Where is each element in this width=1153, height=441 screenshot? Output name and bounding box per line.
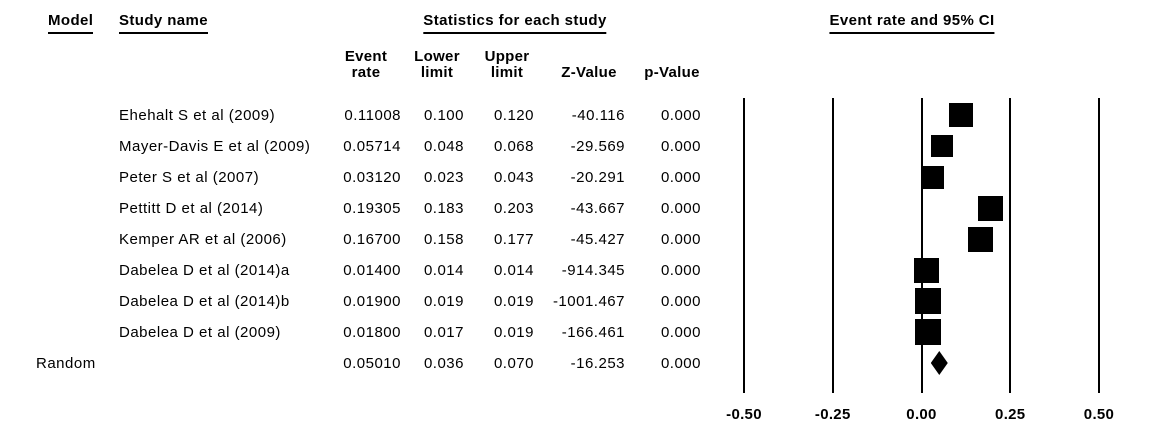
study-marker-square <box>968 226 994 252</box>
event-rate-value: 0.01400 <box>343 261 401 279</box>
axis-gridline <box>831 98 834 393</box>
model-label: Random <box>36 354 96 372</box>
lower-limit-value: 0.158 <box>423 230 464 248</box>
lower-limit-column-header: Lower limit <box>414 48 460 81</box>
lower-limit-value: 0.036 <box>423 354 464 372</box>
z-value-column-header: Z-Value <box>561 64 617 81</box>
event-rate-column-header: Event rate <box>344 48 388 81</box>
statistics-section-header: Statistics for each study <box>423 12 607 34</box>
p-value: 0.000 <box>660 168 701 186</box>
summary-row: Random 0.05010 0.036 0.070 -16.253 0.000 <box>0 348 710 379</box>
study-marker-square <box>915 288 942 314</box>
upper-limit-value: 0.014 <box>493 261 534 279</box>
z-value: -29.569 <box>570 137 625 155</box>
table-row: Peter S et al (2007) 0.03120 0.023 0.043… <box>0 162 710 193</box>
table-row: Dabelea D et al (2014)a 0.01400 0.014 0.… <box>0 255 710 286</box>
upper-limit-value: 0.070 <box>493 354 534 372</box>
z-value: -166.461 <box>561 323 625 341</box>
axis-tick-label: -0.25 <box>814 406 851 423</box>
study-marker-square <box>948 103 973 127</box>
p-value: 0.000 <box>660 106 701 124</box>
axis-gridline <box>1098 98 1100 393</box>
axis-tick-label: 0.50 <box>1083 406 1115 423</box>
p-value: 0.000 <box>660 323 701 341</box>
z-value: -16.253 <box>570 354 625 372</box>
upper-limit-value: 0.019 <box>493 292 534 310</box>
z-value: -45.427 <box>570 230 625 248</box>
axis-gridline <box>1009 98 1012 393</box>
event-rate-value: 0.16700 <box>343 230 401 248</box>
p-value: 0.000 <box>660 230 701 248</box>
study-marker-square <box>921 165 945 189</box>
upper-limit-value: 0.043 <box>493 168 534 186</box>
axis-gridline <box>743 98 745 393</box>
table-row: Kemper AR et al (2006) 0.16700 0.158 0.1… <box>0 224 710 255</box>
table-row: Mayer-Davis E et al (2009) 0.05714 0.048… <box>0 131 710 162</box>
z-value: -914.345 <box>561 261 625 279</box>
table-row: Pettitt D et al (2014) 0.19305 0.183 0.2… <box>0 193 710 224</box>
upper-limit-value: 0.203 <box>493 199 534 217</box>
upper-limit-value: 0.120 <box>493 106 534 124</box>
model-column-header: Model <box>48 12 94 34</box>
event-rate-value: 0.05714 <box>343 137 401 155</box>
study-name: Mayer-Davis E et al (2009) <box>119 137 311 155</box>
study-name: Dabelea D et al (2014)a <box>119 261 290 279</box>
p-value: 0.000 <box>660 354 701 372</box>
event-rate-value: 0.03120 <box>343 168 401 186</box>
study-name: Dabelea D et al (2014)b <box>119 292 290 310</box>
study-name: Pettitt D et al (2014) <box>119 199 264 217</box>
event-rate-value: 0.01900 <box>343 292 401 310</box>
p-value: 0.000 <box>660 199 701 217</box>
axis-tick-label: 0.00 <box>906 406 937 423</box>
lower-limit-value: 0.023 <box>423 168 464 186</box>
p-value: 0.000 <box>660 261 701 279</box>
table-row: Dabelea D et al (2009) 0.01800 0.017 0.0… <box>0 317 710 348</box>
study-marker-square <box>977 195 1003 221</box>
study-name: Dabelea D et al (2009) <box>119 323 281 341</box>
lower-limit-value: 0.183 <box>423 199 464 217</box>
study-name: Peter S et al (2007) <box>119 168 260 186</box>
table-row: Dabelea D et al (2014)b 0.01900 0.019 0.… <box>0 286 710 317</box>
study-marker-square <box>930 135 953 157</box>
axis-gridline <box>920 98 923 393</box>
axis-tick-label: 0.25 <box>995 406 1026 423</box>
axis-tick-label: -0.50 <box>726 406 762 423</box>
study-name: Ehehalt S et al (2009) <box>119 106 276 124</box>
upper-limit-value: 0.068 <box>493 137 534 155</box>
event-rate-value: 0.05010 <box>343 354 401 372</box>
ci-section-header: Event rate and 95% CI <box>829 12 995 34</box>
study-name-column-header: Study name <box>119 12 209 34</box>
study-marker-square <box>914 319 941 345</box>
lower-limit-value: 0.019 <box>423 292 464 310</box>
lower-limit-value: 0.017 <box>423 323 464 341</box>
event-rate-value: 0.11008 <box>344 106 401 124</box>
study-name: Kemper AR et al (2006) <box>119 230 287 248</box>
lower-limit-value: 0.100 <box>423 106 464 124</box>
p-value: 0.000 <box>660 137 701 155</box>
upper-limit-value: 0.019 <box>493 323 534 341</box>
z-value: -43.667 <box>570 199 625 217</box>
z-value: -40.116 <box>571 106 625 124</box>
event-rate-value: 0.01800 <box>343 323 401 341</box>
summary-diamond <box>930 351 948 375</box>
z-value: -1001.467 <box>552 292 625 310</box>
lower-limit-value: 0.048 <box>423 137 464 155</box>
upper-limit-value: 0.177 <box>493 230 534 248</box>
event-rate-value: 0.19305 <box>343 199 401 217</box>
table-row: Ehehalt S et al (2009) 0.11008 0.100 0.1… <box>0 100 710 131</box>
study-marker-square <box>913 257 939 283</box>
p-value: 0.000 <box>660 292 701 310</box>
z-value: -20.291 <box>570 168 625 186</box>
upper-limit-column-header: Upper limit <box>484 48 530 81</box>
p-value-column-header: p-Value <box>644 64 700 81</box>
lower-limit-value: 0.014 <box>423 261 464 279</box>
